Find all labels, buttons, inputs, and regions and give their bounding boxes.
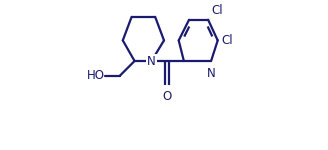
- Text: Cl: Cl: [211, 4, 223, 17]
- Text: Cl: Cl: [221, 34, 233, 47]
- Text: O: O: [162, 90, 172, 104]
- Text: HO: HO: [87, 69, 105, 82]
- Text: N: N: [207, 67, 215, 80]
- Text: N: N: [147, 54, 156, 68]
